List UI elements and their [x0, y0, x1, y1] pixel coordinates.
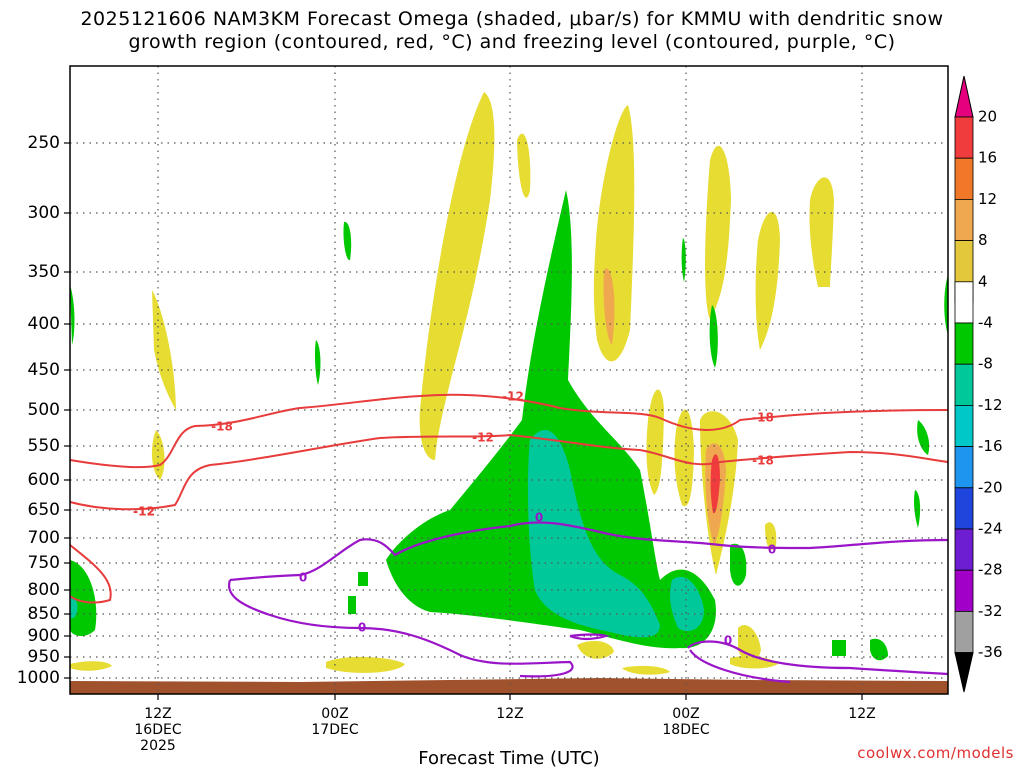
- y-tick-label: 750: [28, 553, 60, 573]
- x-tick-label: 12Z: [496, 706, 523, 722]
- freezing-contour-label: 0: [299, 571, 307, 585]
- freezing-contour-label: 0: [768, 543, 776, 557]
- colorbar-tick-label: 8: [978, 231, 988, 249]
- colorbar-segment-13: [955, 611, 973, 652]
- colorbar-segment-1: [955, 158, 973, 199]
- colorbar-segment-10: [955, 488, 973, 529]
- colorbar-tick-label: -4: [978, 314, 993, 332]
- dgz-contour-label: -18: [752, 411, 774, 425]
- colorbar-tick-label: -8: [978, 355, 993, 373]
- colorbar-tick-label: -28: [978, 561, 1003, 579]
- y-tick-label: 600: [28, 470, 60, 490]
- colorbar-tick-label: -16: [978, 437, 1003, 455]
- colorbar-min-arrow: [955, 653, 973, 692]
- x-tick-label: 16DEC: [134, 722, 181, 738]
- colorbar-segment-8: [955, 405, 973, 446]
- dgz-contour-label: -12: [502, 390, 524, 404]
- x-tick-label: 17DEC: [311, 722, 358, 738]
- colorbar-max-arrow: [955, 76, 973, 117]
- colorbar-tick-label: -24: [978, 520, 1003, 538]
- omega-shade-38: [870, 639, 888, 660]
- colorbar-segment-6: [955, 323, 973, 364]
- x-tick-label: 2025: [140, 738, 176, 754]
- omega-shade-4: [594, 105, 634, 361]
- omega-shade-18: [326, 657, 405, 673]
- x-tick-label: 00Z: [672, 706, 699, 722]
- omega-shade-2: [420, 92, 495, 460]
- freezing-contour-label: 0: [358, 621, 366, 635]
- y-tick-label: 800: [28, 580, 60, 600]
- y-tick-label: 350: [28, 262, 60, 282]
- y-tick-label: 850: [28, 604, 60, 624]
- y-tick-label: 400: [28, 314, 60, 334]
- colorbar-tick-label: 16: [978, 149, 997, 167]
- y-tick-label: 500: [28, 400, 60, 420]
- x-tick-label: 12Z: [144, 706, 171, 722]
- colorbar-segment-2: [955, 199, 973, 240]
- colorbar-tick-label: -12: [978, 396, 1003, 414]
- freezing-contour-label: 0: [535, 511, 543, 525]
- omega-shade-37: [832, 640, 846, 656]
- omega-shade-24: [343, 222, 351, 260]
- omega-shade-17: [622, 666, 670, 675]
- colorbar-tick-label: -20: [978, 478, 1003, 496]
- omega-shade-8: [809, 177, 834, 287]
- y-tick-label: 300: [28, 203, 60, 223]
- colorbar-segment-5: [955, 282, 973, 323]
- y-tick-label: 450: [28, 360, 60, 380]
- x-tick-label: 18DEC: [662, 722, 709, 738]
- colorbar-segment-12: [955, 570, 973, 611]
- colorbar-tick-label: 20: [978, 108, 997, 126]
- freezing-contour-2: [570, 635, 606, 640]
- x-tick-label: 12Z: [848, 706, 875, 722]
- y-tick-label: 950: [28, 647, 60, 667]
- colorbar-tick-label: 12: [978, 190, 997, 208]
- omega-shade-36: [914, 490, 920, 528]
- dgz-contour-label: -12: [472, 431, 494, 445]
- colorbar-tick-label: 4: [978, 272, 988, 290]
- omega-shade-26: [682, 238, 686, 282]
- terrain-band: [70, 678, 948, 694]
- colorbar-segment-9: [955, 447, 973, 488]
- credit-text: coolwx.com/models: [857, 744, 1014, 762]
- omega-shade-19: [70, 661, 112, 671]
- omega-shade-0: [152, 290, 176, 410]
- y-tick-label: 550: [28, 436, 60, 456]
- y-tick-label: 700: [28, 528, 60, 548]
- y-tick-label: 1000: [17, 668, 60, 688]
- x-tick-label: 00Z: [321, 706, 348, 722]
- colorbar-tick-label: -36: [978, 643, 1003, 661]
- omega-shade-9: [646, 389, 664, 495]
- omega-shade-33: [358, 572, 368, 586]
- omega-shade-35: [917, 420, 929, 455]
- omega-shade-16: [577, 641, 614, 659]
- x-axis-label: Forecast Time (UTC): [418, 748, 599, 768]
- omega-shade-6: [705, 146, 731, 320]
- colorbar-segment-0: [955, 117, 973, 158]
- colorbar-tick-label: -32: [978, 602, 1003, 620]
- dgz-contour-label: -18: [752, 454, 774, 468]
- omega-shade-25: [315, 340, 321, 385]
- dgz-contour-label: -18: [211, 420, 233, 434]
- colorbar-segment-11: [955, 529, 973, 570]
- omega-shade-32: [348, 596, 356, 614]
- y-tick-label: 900: [28, 626, 60, 646]
- colorbar-segment-7: [955, 364, 973, 405]
- omega-shade-7: [756, 212, 780, 350]
- y-tick-label: 650: [28, 500, 60, 520]
- freezing-contour-label: 0: [724, 634, 732, 648]
- dgz-contour-label: -12: [133, 505, 155, 519]
- omega-shade-27: [710, 305, 718, 368]
- omega-shade-34: [730, 544, 746, 586]
- y-tick-label: 250: [28, 133, 60, 153]
